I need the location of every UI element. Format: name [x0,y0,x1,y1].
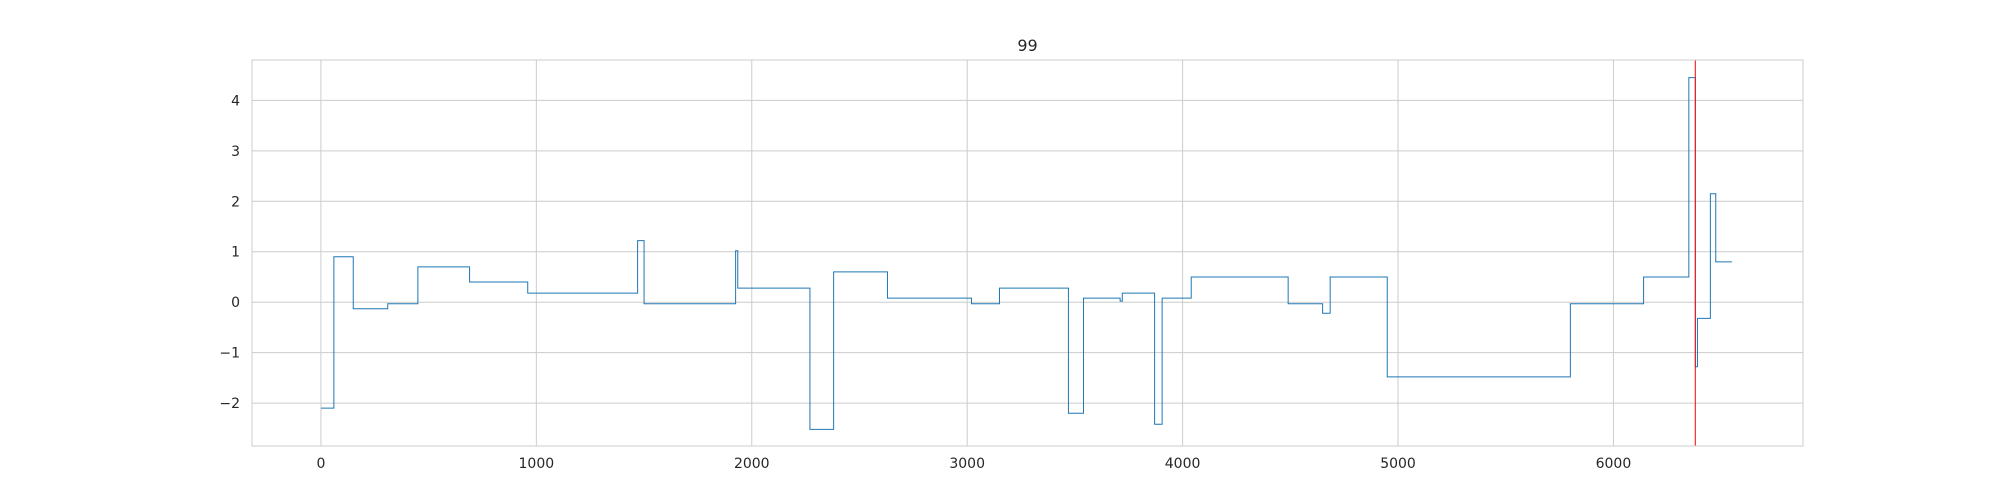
y-tick-label: 4 [231,93,240,109]
y-tick-label: 3 [231,144,240,160]
y-tick-label: −2 [219,396,240,412]
x-tick-label: 2000 [734,456,770,472]
x-tick-label: 3000 [949,456,985,472]
chart-title: 99 [1017,36,1037,55]
series-group [320,77,1732,430]
x-tick-label: 4000 [1165,456,1201,472]
x-tick-label: 1000 [519,456,555,472]
y-tick-label: 1 [231,245,240,261]
x-tick-label: 5000 [1380,456,1416,472]
y-tick-label: 2 [231,194,240,210]
grid-lines [252,60,1803,446]
y-tick-labels: −2 −1 0 1 2 3 4 [219,93,240,412]
y-tick-label: 0 [231,295,240,311]
x-tick-label: 6000 [1596,456,1632,472]
x-tick-labels: 0 1000 2000 3000 4000 5000 6000 [316,456,1631,472]
plot-frame [251,59,1804,447]
x-tick-label: 0 [316,456,325,472]
y-tick-label: −1 [219,346,240,362]
series-line [320,77,1732,430]
